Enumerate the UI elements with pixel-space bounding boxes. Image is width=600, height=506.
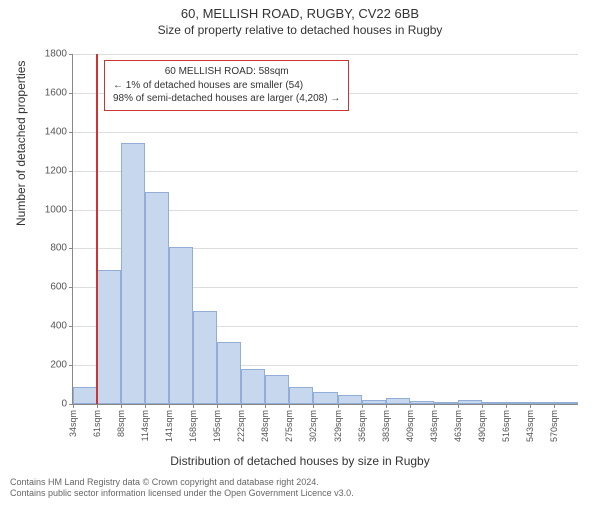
gridline [73, 54, 578, 55]
ytick-mark [69, 287, 73, 288]
xtick-label: 195sqm [212, 410, 222, 442]
histogram-bar [458, 400, 482, 404]
ytick-label: 1800 [45, 49, 67, 60]
xtick-mark [554, 404, 555, 408]
xtick-label: 543sqm [525, 410, 535, 442]
xtick-mark [434, 404, 435, 408]
xtick-mark [193, 404, 194, 408]
xtick-mark [362, 404, 363, 408]
histogram-bar [121, 143, 145, 404]
xtick-mark [410, 404, 411, 408]
histogram-bar [506, 402, 530, 404]
page-title: 60, MELLISH ROAD, RUGBY, CV22 6BB [0, 6, 600, 21]
histogram-bar [434, 402, 458, 404]
histogram-bar [386, 398, 410, 404]
histogram-bar [410, 401, 434, 404]
ytick-label: 600 [50, 282, 67, 293]
ytick-mark [69, 248, 73, 249]
xtick-mark [289, 404, 290, 408]
gridline [73, 132, 578, 133]
histogram-chart: 02004006008001000120014001600180034sqm61… [72, 54, 577, 404]
xtick-label: 409sqm [405, 410, 415, 442]
xtick-label: 490sqm [477, 410, 487, 442]
xtick-mark [338, 404, 339, 408]
xtick-label: 88sqm [116, 410, 126, 437]
xtick-mark [169, 404, 170, 408]
ytick-label: 800 [50, 243, 67, 254]
histogram-bar [265, 375, 289, 404]
histogram-bar [97, 270, 121, 404]
ytick-label: 1400 [45, 126, 67, 137]
histogram-bar [217, 342, 241, 404]
histogram-bar [73, 387, 97, 405]
histogram-bar [362, 400, 386, 404]
histogram-bar [241, 369, 265, 404]
xtick-label: 329sqm [333, 410, 343, 442]
ytick-mark [69, 365, 73, 366]
ytick-mark [69, 210, 73, 211]
xtick-label: 463sqm [453, 410, 463, 442]
ytick-mark [69, 132, 73, 133]
xtick-label: 275sqm [284, 410, 294, 442]
annotation-line: ← 1% of detached houses are smaller (54) [113, 79, 340, 93]
xtick-label: 516sqm [501, 410, 511, 442]
histogram-bar [313, 392, 337, 404]
page-subtitle: Size of property relative to detached ho… [0, 23, 600, 37]
xtick-label: 356sqm [357, 410, 367, 442]
xtick-mark [530, 404, 531, 408]
xtick-label: 34sqm [68, 410, 78, 437]
marker-line [96, 54, 98, 404]
footer-line: Contains public sector information licen… [10, 488, 354, 500]
ytick-mark [69, 326, 73, 327]
annotation-box: 60 MELLISH ROAD: 58sqm ← 1% of detached … [104, 60, 349, 111]
annotation-line: 98% of semi-detached houses are larger (… [113, 92, 340, 106]
histogram-bar [289, 387, 313, 405]
histogram-bar [169, 247, 193, 405]
ytick-label: 400 [50, 321, 67, 332]
xtick-label: 114sqm [140, 410, 150, 441]
ytick-label: 1000 [45, 204, 67, 215]
histogram-bar [554, 402, 578, 404]
xtick-mark [241, 404, 242, 408]
xtick-label: 141sqm [164, 410, 174, 442]
xtick-label: 383sqm [381, 410, 391, 442]
footer-line: Contains HM Land Registry data © Crown c… [10, 477, 354, 489]
xtick-label: 222sqm [236, 410, 246, 442]
xtick-label: 61sqm [92, 410, 102, 437]
histogram-bar [145, 192, 169, 404]
ytick-mark [69, 93, 73, 94]
y-axis-label: Number of detached properties [14, 61, 28, 226]
histogram-bar [482, 402, 506, 404]
xtick-mark [217, 404, 218, 408]
xtick-label: 302sqm [308, 410, 318, 442]
ytick-label: 1200 [45, 165, 67, 176]
ytick-label: 200 [50, 360, 67, 371]
xtick-label: 168sqm [188, 410, 198, 442]
histogram-bar [530, 402, 554, 404]
xtick-mark [458, 404, 459, 408]
gridline [73, 171, 578, 172]
xtick-mark [145, 404, 146, 408]
annotation-line: 60 MELLISH ROAD: 58sqm [113, 65, 340, 79]
xtick-mark [506, 404, 507, 408]
xtick-mark [482, 404, 483, 408]
xtick-mark [73, 404, 74, 408]
histogram-bar [193, 311, 217, 404]
ytick-label: 1600 [45, 87, 67, 98]
footer-attribution: Contains HM Land Registry data © Crown c… [10, 477, 354, 500]
x-axis-label: Distribution of detached houses by size … [0, 454, 600, 468]
xtick-label: 248sqm [260, 410, 270, 442]
histogram-bar [338, 395, 362, 404]
xtick-label: 570sqm [549, 410, 559, 442]
xtick-mark [386, 404, 387, 408]
xtick-mark [121, 404, 122, 408]
xtick-mark [313, 404, 314, 408]
xtick-label: 436sqm [429, 410, 439, 442]
ytick-mark [69, 171, 73, 172]
xtick-mark [265, 404, 266, 408]
ytick-label: 0 [61, 399, 67, 410]
xtick-mark [97, 404, 98, 408]
ytick-mark [69, 54, 73, 55]
